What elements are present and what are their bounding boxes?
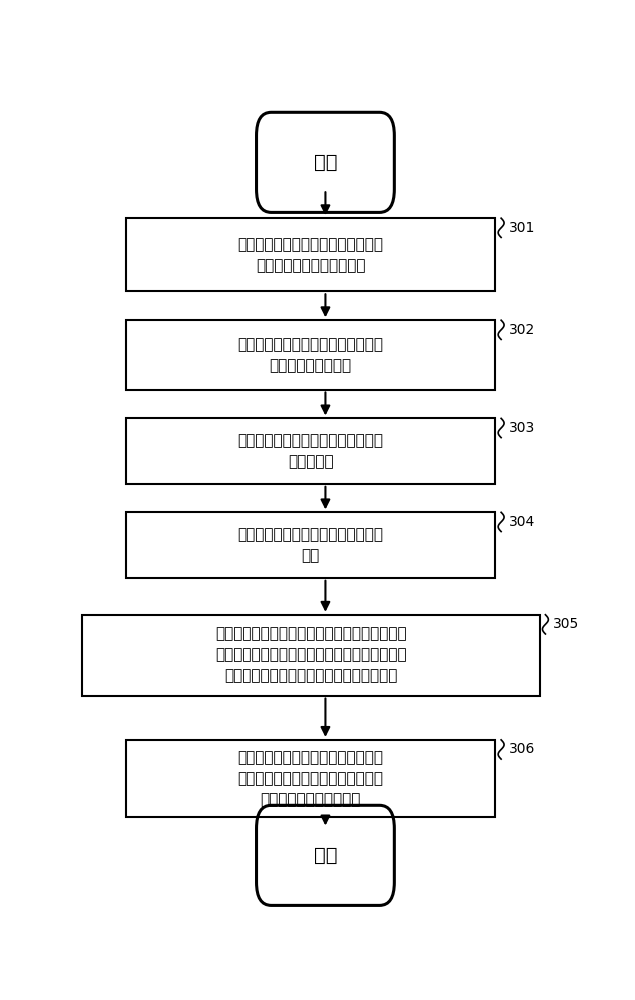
Text: 车载监控设备将监控信息发送至所述
云端服务器: 车载监控设备将监控信息发送至所述 云端服务器 bbox=[237, 433, 384, 469]
Text: 302: 302 bbox=[509, 323, 535, 337]
Bar bbox=[126, 418, 495, 484]
Text: 车载监控设备检测乘客已上车，与乘
客携带的移动设备建立连线: 车载监控设备检测乘客已上车，与乘 客携带的移动设备建立连线 bbox=[237, 237, 384, 273]
Text: 306: 306 bbox=[509, 742, 535, 756]
Text: 304: 304 bbox=[509, 515, 535, 529]
Text: 结束: 结束 bbox=[314, 846, 337, 865]
Text: 当车载监控设备接收到移动设备发送的报警请求
时，生成至少包括乘客所乘车辆的车辆标志的报
警信息，并将报警信息发送至警情处理中心: 当车载监控设备接收到移动设备发送的报警请求 时，生成至少包括乘客所乘车辆的车辆标… bbox=[215, 627, 406, 684]
Text: 车载监控设备启动信息采集功能，采
集载客时的监控信息: 车载监控设备启动信息采集功能，采 集载客时的监控信息 bbox=[237, 337, 384, 373]
Bar bbox=[82, 615, 540, 696]
Bar bbox=[126, 740, 495, 817]
Bar bbox=[126, 218, 495, 291]
Bar bbox=[126, 320, 495, 390]
Bar bbox=[126, 512, 495, 578]
Text: 303: 303 bbox=[509, 421, 535, 435]
Text: 305: 305 bbox=[553, 617, 580, 631]
Text: 当检测到乘客下车时，与移动设备断
开连线，关闭信息采集功能，发送结
束载客通知至云端服务器: 当检测到乘客下车时，与移动设备断 开连线，关闭信息采集功能，发送结 束载客通知至… bbox=[237, 750, 384, 807]
Text: 车载监控设备将监控信息发送至移动
设备: 车载监控设备将监控信息发送至移动 设备 bbox=[237, 527, 384, 563]
Text: 301: 301 bbox=[509, 221, 535, 235]
Text: 开始: 开始 bbox=[314, 153, 337, 172]
